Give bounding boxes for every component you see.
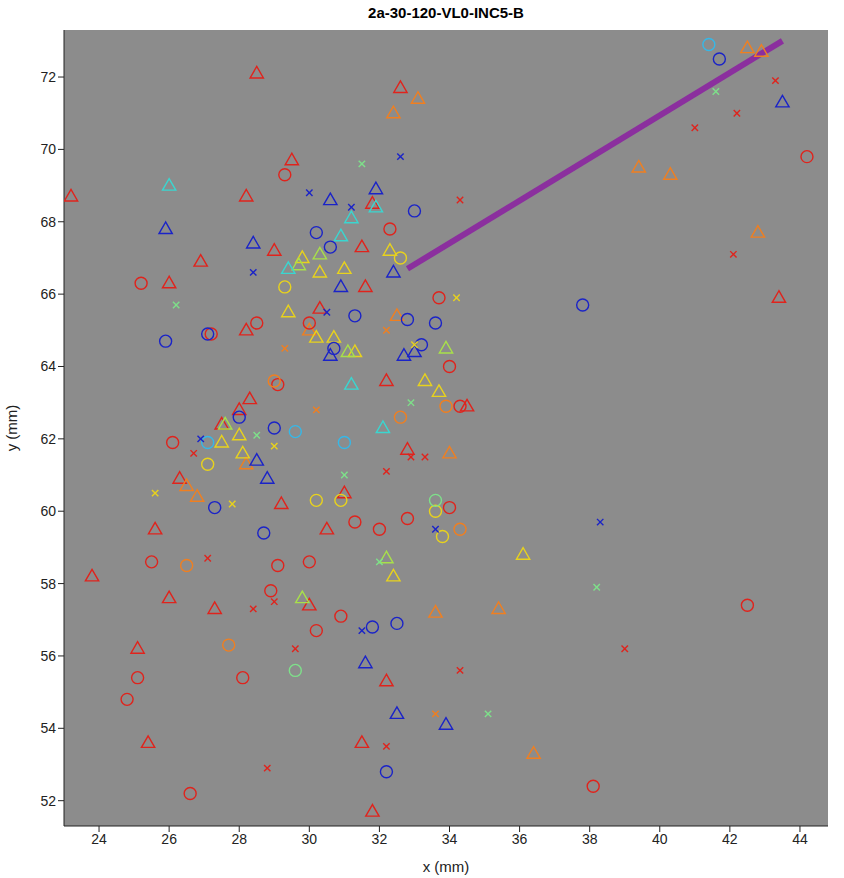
svg-text:36: 36 (512, 831, 528, 847)
svg-text:64: 64 (40, 358, 56, 374)
svg-text:32: 32 (372, 831, 388, 847)
svg-text:56: 56 (40, 648, 56, 664)
html-text:2a-30-120-VL0-INC5-B: 2a-30-120-VL0-INC5-B (368, 4, 524, 21)
svg-text:y (mm): y (mm) (3, 405, 20, 452)
svg-text:x (mm): x (mm) (423, 858, 470, 875)
svg-text:66: 66 (40, 286, 56, 302)
svg-text:52: 52 (40, 793, 56, 809)
svg-text:68: 68 (40, 214, 56, 230)
svg-text:58: 58 (40, 576, 56, 592)
svg-text:54: 54 (40, 720, 56, 736)
svg-text:24: 24 (91, 831, 107, 847)
svg-text:62: 62 (40, 431, 56, 447)
svg-text:38: 38 (582, 831, 598, 847)
svg-text:28: 28 (231, 831, 247, 847)
svg-text:70: 70 (40, 141, 56, 157)
svg-text:44: 44 (792, 831, 808, 847)
svg-text:40: 40 (652, 831, 668, 847)
svg-text:42: 42 (722, 831, 738, 847)
svg-text:60: 60 (40, 503, 56, 519)
svg-text:34: 34 (442, 831, 458, 847)
svg-text:72: 72 (40, 69, 56, 85)
svg-text:26: 26 (161, 831, 177, 847)
svg-text:30: 30 (302, 831, 318, 847)
